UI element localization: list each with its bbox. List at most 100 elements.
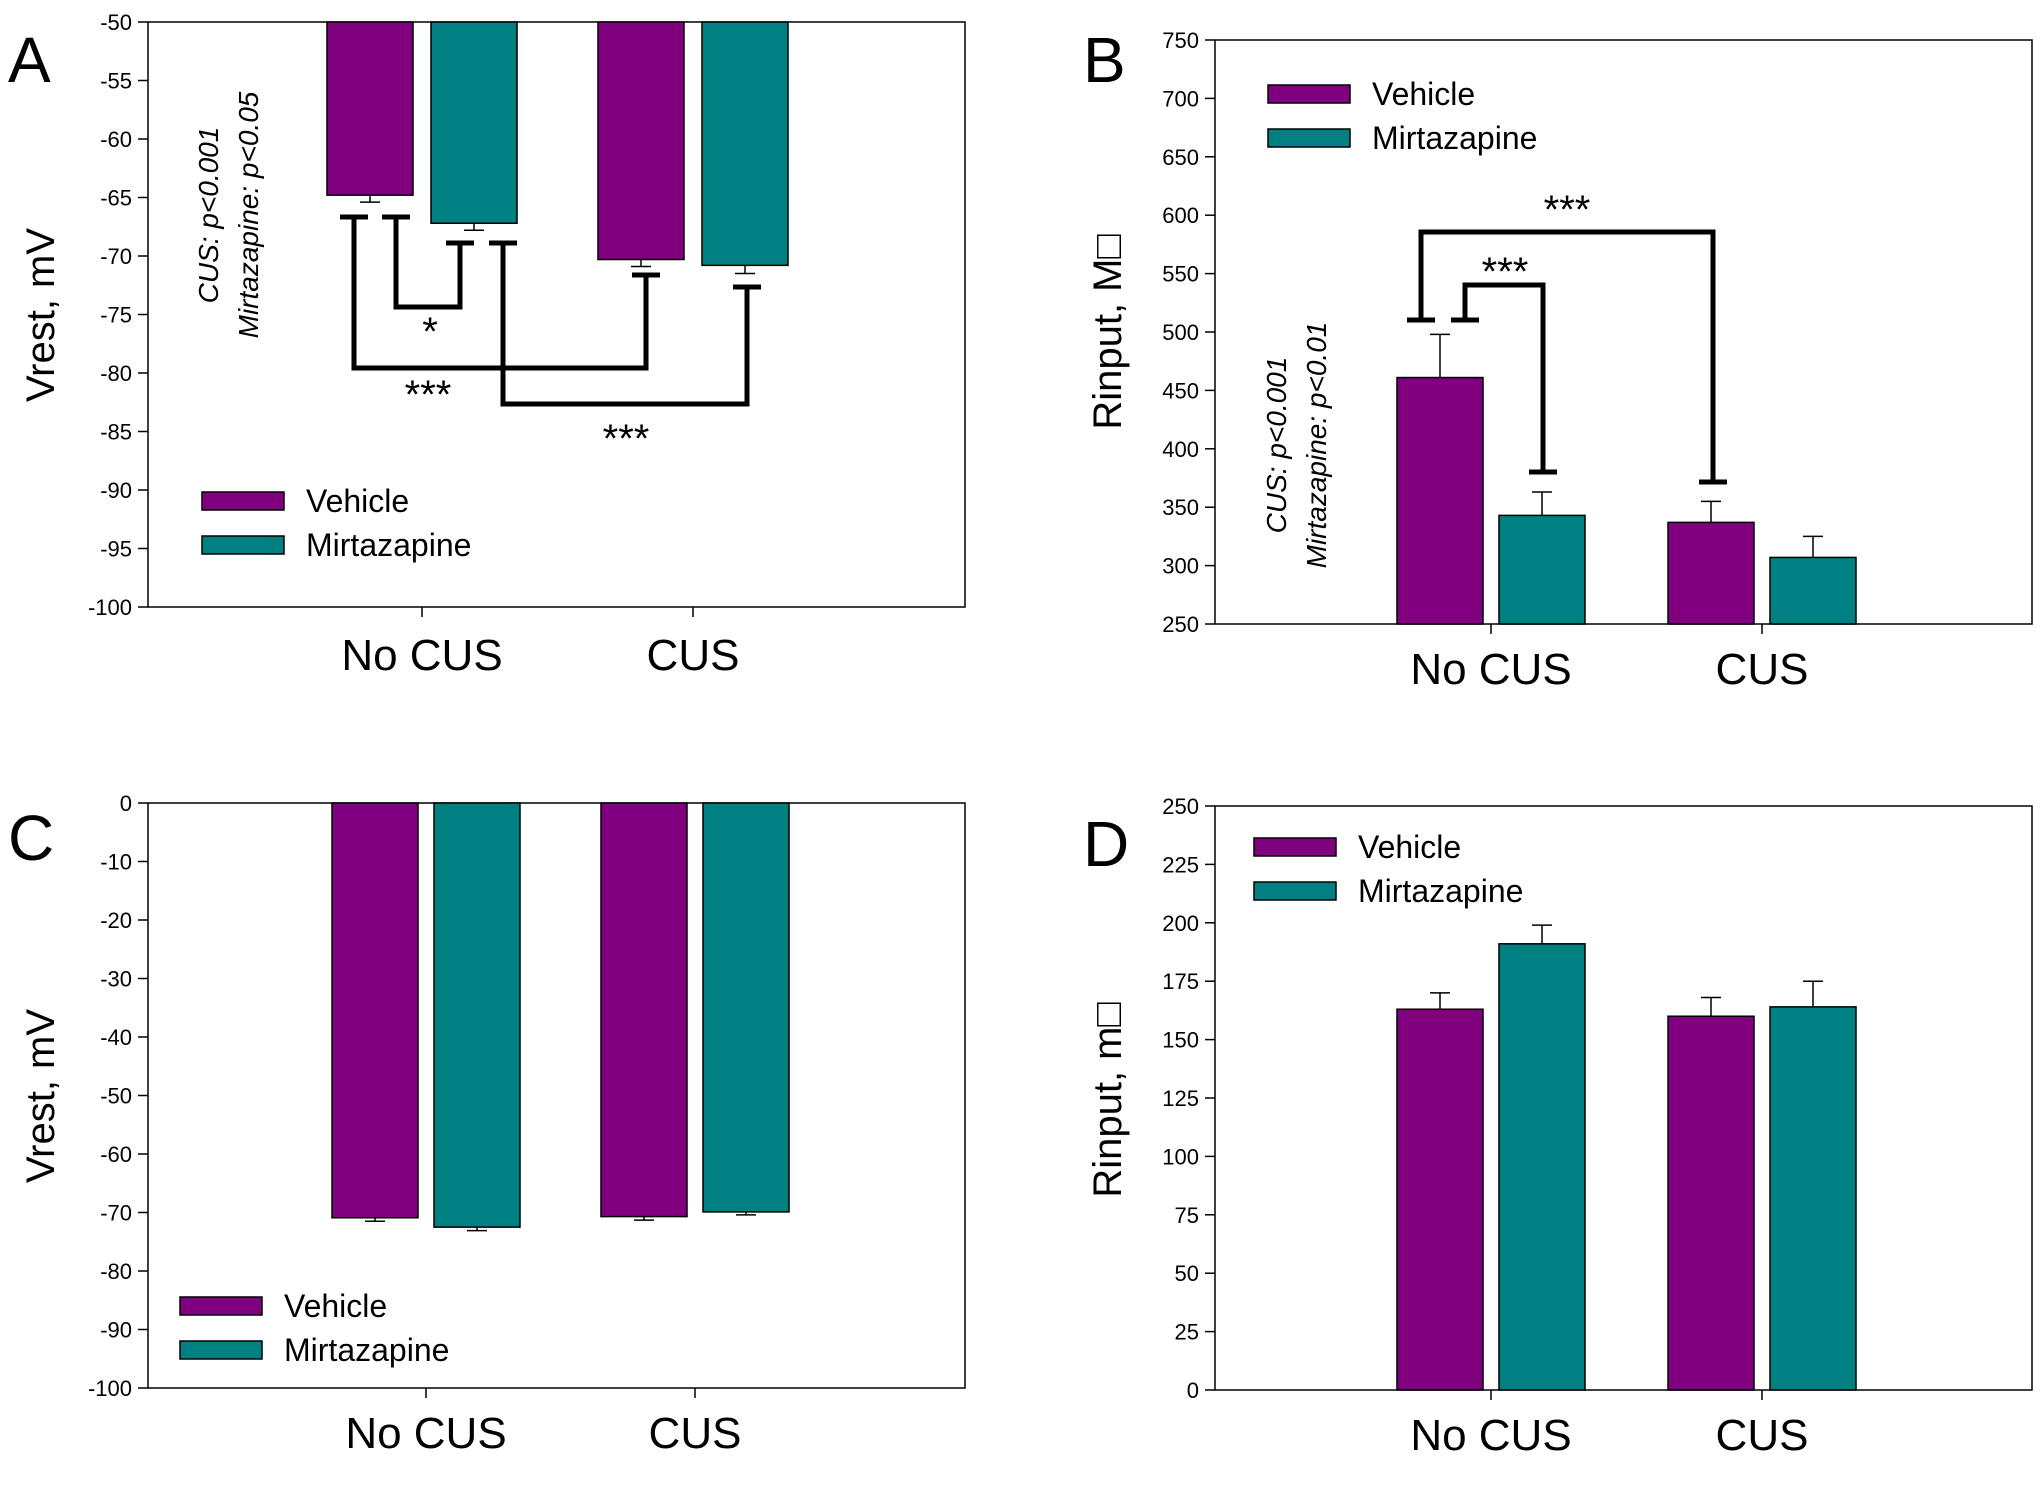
panel-d-y-axis-title: Rinput, m□	[1086, 1002, 1130, 1197]
panel-a-legend-label: Mirtazapine	[306, 527, 471, 563]
panel-d-y-tick-label: 0	[1187, 1378, 1199, 1403]
panel-c-y-tick-label: 0	[120, 791, 132, 816]
panel-c-legend-swatch	[179, 1296, 263, 1316]
panel-a-legend-swatch	[201, 491, 285, 511]
panel-b-bar-mirtazapine	[1498, 514, 1586, 625]
panel-c-letter: C	[8, 802, 54, 874]
panel-a-y-tick-label: -90	[100, 478, 132, 503]
panel-c-y-tick-label: -80	[100, 1259, 132, 1284]
panel-b-y-tick-label: 600	[1162, 203, 1199, 228]
panel-c-y-tick-label: -70	[100, 1201, 132, 1226]
panel-a-bar-vehicle	[326, 21, 414, 196]
panel-a-legend-swatch	[201, 535, 285, 555]
panel-b-y-tick-label: 650	[1162, 145, 1199, 170]
panel-d-legend-swatch	[1253, 837, 1337, 857]
panel-a-bar-mirtazapine	[430, 21, 518, 224]
panel-b-y-tick-label: 350	[1162, 495, 1199, 520]
panel-c-category-label: CUS	[649, 1409, 742, 1458]
panel-a-significance-bracket	[500, 243, 750, 407]
panel-b-y-tick-label: 250	[1162, 612, 1199, 637]
panel-a-stats-text: Mirtazapine: p<0.05	[233, 91, 264, 338]
panel-a-frame	[147, 21, 966, 608]
panel-b-y-tick-label: 300	[1162, 554, 1199, 579]
panel-d-y-tick-label: 150	[1162, 1028, 1199, 1053]
panel-a-y-axis-title: Vrest, mV	[19, 228, 63, 402]
panel-d-frame	[1214, 805, 2033, 1391]
panel-c-y-tick-label: -20	[100, 908, 132, 933]
panel-b-significance-stars: ***	[1482, 250, 1529, 294]
panel-c-bar-mirtazapine	[702, 802, 790, 1213]
panel-a-y-tick-label: -100	[88, 595, 132, 620]
panel-a-stats-text: CUS: p<0.001	[193, 127, 224, 304]
panel-c-bar-mirtazapine	[433, 802, 521, 1228]
panel-a-y-tick-label: -95	[100, 537, 132, 562]
panel-c-y-tick-label: -40	[100, 1025, 132, 1050]
panel-b-legend-swatch	[1267, 84, 1351, 104]
panel-d-y-tick-label: 75	[1175, 1203, 1199, 1228]
panel-a-y-tick-label: -80	[100, 361, 132, 386]
panel-a-significance-stars: ***	[603, 417, 650, 461]
panel-c-y-tick-label: -100	[88, 1376, 132, 1401]
panel-a-letter: A	[8, 24, 51, 96]
panel-a-significance-stars: ***	[405, 373, 452, 417]
panel-b-significance-bracket	[1462, 282, 1546, 472]
panel-d-y-tick-label: 250	[1162, 794, 1199, 819]
panel-c-legend-label: Vehicle	[284, 1288, 387, 1324]
panel-b-category-label: CUS	[1716, 645, 1809, 694]
panel-d-bar-mirtazapine	[1769, 1006, 1857, 1391]
panel-b-y-tick-label: 550	[1162, 262, 1199, 287]
panel-a-legend-label: Vehicle	[306, 483, 409, 519]
panel-d-legend-swatch	[1253, 881, 1337, 901]
panel-b-y-tick-label: 400	[1162, 437, 1199, 462]
panel-d-y-tick-label: 200	[1162, 911, 1199, 936]
panel-a-y-tick-label: -50	[100, 10, 132, 35]
panel-b-legend-swatch	[1267, 128, 1351, 148]
panel-b-bar-mirtazapine	[1769, 556, 1857, 625]
panel-a-y-tick-label: -55	[100, 69, 132, 94]
panel-a-y-tick-label: -85	[100, 420, 132, 445]
panel-d-letter: D	[1083, 808, 1129, 880]
panel-b-bar-vehicle	[1396, 376, 1484, 625]
panel-c-y-tick-label: -10	[100, 850, 132, 875]
panel-c-category-label: No CUS	[345, 1409, 506, 1458]
panel-d-legend-label: Vehicle	[1358, 829, 1461, 865]
panel-d-y-tick-label: 50	[1175, 1261, 1199, 1286]
panel-a-category-label: CUS	[647, 631, 740, 680]
panel-a-y-tick-label: -60	[100, 127, 132, 152]
panel-b-stats-text: CUS: p<0.001	[1261, 357, 1292, 534]
panel-d-bar-vehicle	[1667, 1015, 1755, 1391]
panel-c-bar-vehicle	[600, 802, 688, 1218]
panel-d-y-tick-label: 25	[1175, 1320, 1199, 1345]
panel-a-y-tick-label: -65	[100, 186, 132, 211]
panel-d-category-label: No CUS	[1410, 1411, 1571, 1460]
panel-b-y-tick-label: 700	[1162, 86, 1199, 111]
panel-c-frame	[147, 802, 966, 1389]
panel-a-significance-stars: *	[422, 310, 438, 354]
panel-a-y-tick-label: -75	[100, 303, 132, 328]
panel-b-letter: B	[1083, 24, 1126, 96]
panel-c-legend-label: Mirtazapine	[284, 1332, 449, 1368]
panel-c-legend-swatch	[179, 1340, 263, 1360]
panel-d-category-label: CUS	[1716, 1411, 1809, 1460]
panel-a-bar-mirtazapine	[701, 21, 789, 267]
panel-c-y-tick-label: -90	[100, 1318, 132, 1343]
panel-a-bar-vehicle	[597, 21, 685, 261]
panel-b-bar-vehicle	[1667, 521, 1755, 625]
panel-a-significance-bracket	[393, 217, 463, 310]
panel-a-significance-bracket	[351, 217, 649, 371]
panel-d-y-tick-label: 125	[1162, 1086, 1199, 1111]
panel-b-y-tick-label: 450	[1162, 378, 1199, 403]
panel-b-frame	[1214, 39, 2033, 625]
panel-d-y-tick-label: 225	[1162, 852, 1199, 877]
panel-c-y-tick-label: -60	[100, 1142, 132, 1167]
panel-b-significance-stars: ***	[1544, 188, 1591, 232]
panel-b-category-label: No CUS	[1410, 645, 1571, 694]
panel-d-y-tick-label: 100	[1162, 1144, 1199, 1169]
panel-b-legend-label: Vehicle	[1372, 76, 1475, 112]
panel-c-bar-vehicle	[331, 802, 419, 1219]
panel-d-legend-label: Mirtazapine	[1358, 873, 1523, 909]
panel-a-y-tick-label: -70	[100, 244, 132, 269]
panel-b-legend-label: Mirtazapine	[1372, 120, 1537, 156]
panel-d-bar-vehicle	[1396, 1008, 1484, 1391]
